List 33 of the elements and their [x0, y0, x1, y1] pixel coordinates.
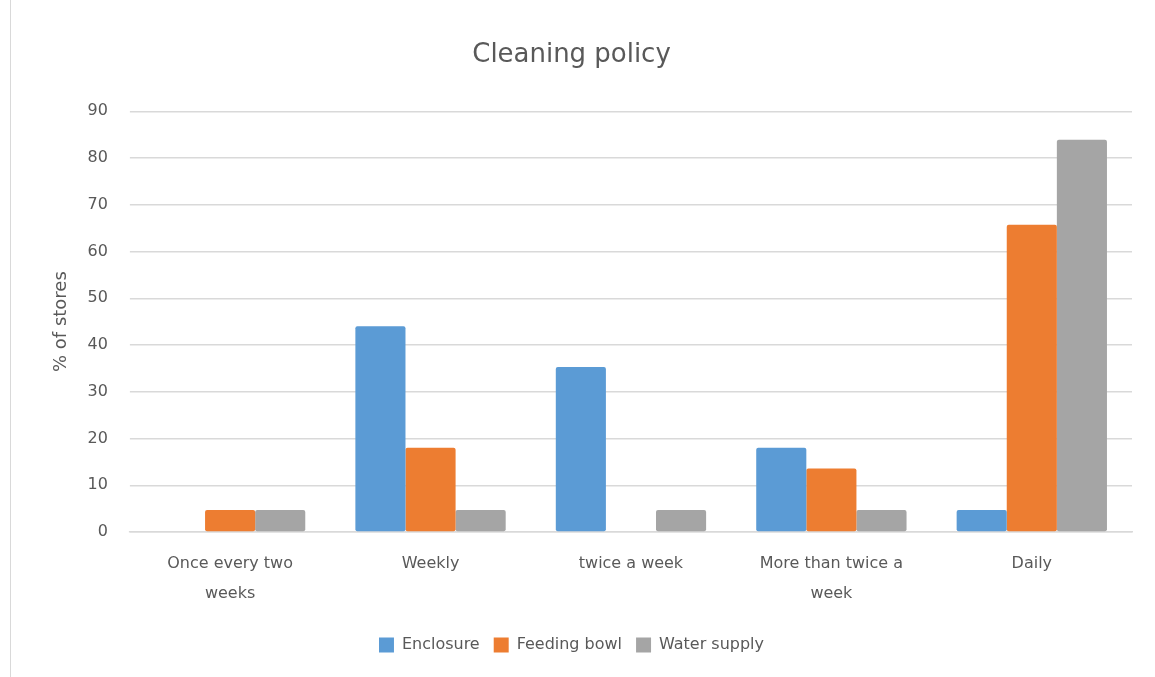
y-tick-label: 10 [87, 474, 108, 494]
bar [1056, 139, 1107, 532]
x-tick-label: Once every two weeks [167, 552, 293, 602]
bar [856, 510, 907, 532]
y-tick-label: 80 [87, 147, 108, 167]
bar [455, 510, 506, 532]
x-tick-label: More than twice a week [759, 552, 904, 602]
y-tick-label: 40 [87, 334, 108, 354]
y-tick-label: 70 [87, 193, 108, 213]
bar [255, 510, 306, 532]
bar [806, 468, 857, 532]
bar [405, 447, 456, 532]
y-axis-title: % of stores [49, 271, 71, 372]
x-tick-label: Weekly [401, 552, 460, 572]
bar [756, 447, 807, 532]
bar [555, 366, 606, 532]
legend-label: Water supply [659, 634, 764, 654]
y-tick-label: 30 [87, 380, 108, 400]
y-tick-label: 60 [87, 240, 108, 260]
bar [355, 326, 406, 532]
chart-title: Cleaning policy [472, 38, 671, 69]
y-tick-label: 0 [97, 521, 108, 541]
bar [205, 510, 256, 532]
bar [656, 510, 707, 532]
x-tick-label: Daily [1011, 552, 1053, 572]
bar [956, 510, 1007, 532]
legend-label: Feeding bowl [516, 634, 623, 654]
bar [1006, 224, 1057, 532]
y-tick-label: 50 [87, 287, 108, 307]
y-tick-label: 20 [87, 427, 108, 447]
x-tick-label: twice a week [578, 552, 684, 572]
legend-label: Enclosure [401, 634, 480, 654]
y-tick-label: 90 [87, 100, 108, 120]
